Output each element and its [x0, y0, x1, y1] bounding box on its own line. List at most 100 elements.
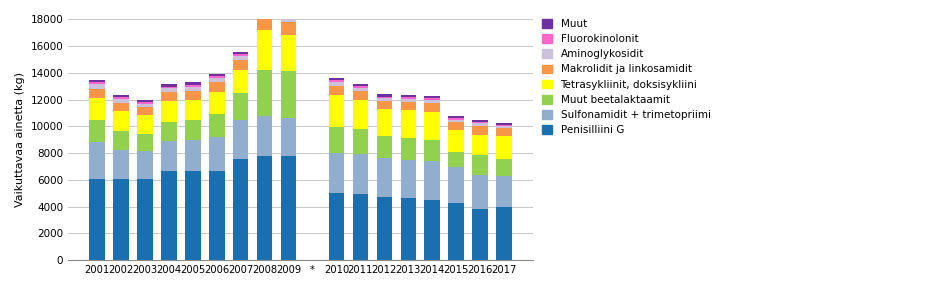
Bar [280, 22, 296, 35]
Bar [137, 102, 153, 104]
Bar [400, 95, 415, 97]
Bar [472, 135, 487, 155]
Bar [113, 99, 128, 103]
Bar [376, 136, 392, 158]
Bar [400, 138, 415, 160]
Bar [113, 103, 128, 111]
Bar [160, 122, 177, 141]
Bar [447, 118, 464, 120]
Bar [209, 77, 225, 78]
Y-axis label: Vaikuttavaa ainetta (kg): Vaikuttavaa ainetta (kg) [15, 72, 25, 207]
Bar [89, 120, 105, 142]
Bar [89, 98, 105, 120]
Bar [424, 99, 440, 100]
Bar [160, 88, 177, 92]
Bar [472, 155, 487, 175]
Bar [447, 130, 464, 152]
Bar [209, 78, 225, 82]
Bar [280, 14, 296, 17]
Bar [89, 82, 105, 84]
Bar [424, 200, 440, 260]
Bar [185, 85, 200, 87]
Bar [496, 125, 512, 126]
Bar [400, 97, 415, 99]
Bar [257, 17, 272, 30]
Bar [329, 127, 344, 153]
Bar [400, 160, 415, 198]
Bar [376, 101, 392, 109]
Bar [257, 10, 272, 12]
Bar [257, 70, 272, 116]
Bar [376, 158, 392, 197]
Bar [424, 140, 440, 161]
Bar [472, 124, 487, 126]
Bar [185, 140, 200, 171]
Bar [447, 166, 464, 203]
Bar [137, 104, 153, 107]
Bar [400, 102, 415, 110]
Bar [113, 95, 128, 97]
Bar [113, 97, 128, 99]
Bar [352, 100, 368, 129]
Bar [447, 122, 464, 130]
Bar [113, 111, 128, 131]
Bar [496, 137, 512, 159]
Bar [137, 100, 153, 102]
Bar [472, 209, 487, 260]
Bar [472, 122, 487, 124]
Bar [329, 78, 344, 80]
Bar [496, 128, 512, 137]
Bar [160, 171, 177, 260]
Bar [496, 176, 512, 207]
Bar [472, 175, 487, 209]
Bar [280, 71, 296, 118]
Bar [472, 120, 487, 122]
Bar [232, 70, 248, 93]
Bar [232, 56, 248, 60]
Bar [232, 54, 248, 56]
Bar [137, 107, 153, 115]
Bar [280, 118, 296, 156]
Bar [329, 153, 344, 193]
Bar [496, 207, 512, 260]
Bar [185, 87, 200, 91]
Bar [209, 171, 225, 260]
Bar [160, 87, 177, 88]
Bar [352, 84, 368, 86]
Bar [185, 120, 200, 140]
Bar [329, 193, 344, 260]
Bar [209, 114, 225, 137]
Bar [232, 120, 248, 159]
Bar [352, 194, 368, 260]
Bar [185, 91, 200, 100]
Bar [209, 92, 225, 114]
Bar [209, 137, 225, 171]
Bar [209, 74, 225, 77]
Bar [280, 35, 296, 71]
Bar [472, 126, 487, 135]
Bar [447, 203, 464, 260]
Bar [257, 116, 272, 156]
Bar [113, 150, 128, 179]
Bar [89, 89, 105, 98]
Bar [280, 156, 296, 260]
Bar [400, 198, 415, 260]
Bar [257, 5, 272, 10]
Bar [160, 101, 177, 122]
Bar [400, 110, 415, 138]
Bar [352, 129, 368, 154]
Bar [424, 103, 440, 112]
Bar [232, 93, 248, 120]
Bar [280, 17, 296, 22]
Bar [496, 159, 512, 176]
Bar [185, 82, 200, 85]
Bar [424, 100, 440, 103]
Bar [209, 82, 225, 92]
Bar [329, 95, 344, 127]
Bar [160, 141, 177, 171]
Bar [89, 80, 105, 82]
Bar [447, 152, 464, 166]
Bar [447, 120, 464, 122]
Bar [232, 60, 248, 70]
Bar [496, 123, 512, 125]
